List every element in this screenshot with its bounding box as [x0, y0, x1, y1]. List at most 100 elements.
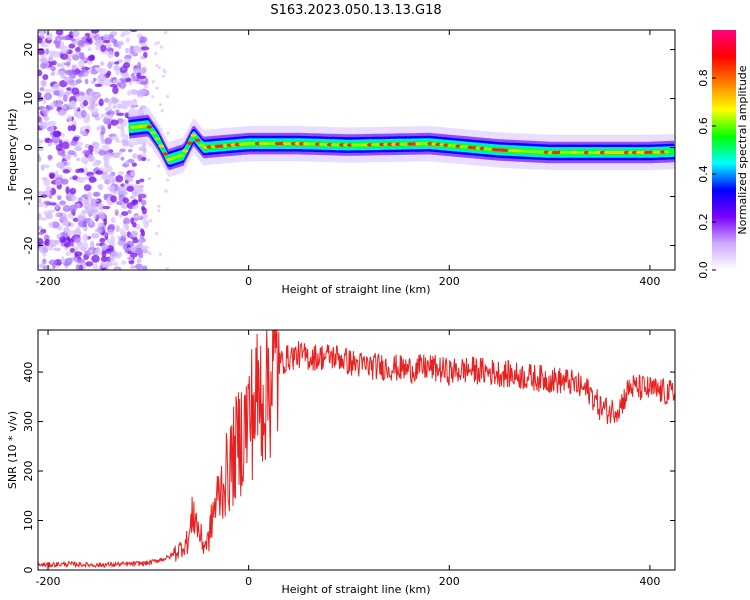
heatmap-cell — [120, 127, 125, 135]
heatmap-cell — [45, 185, 53, 192]
heatmap-cell — [163, 70, 167, 74]
heatmap-cell — [67, 213, 74, 219]
heatmap-cell — [120, 33, 126, 38]
heatmap-cell — [102, 40, 111, 44]
colorbar-gradient — [712, 30, 736, 270]
heatmap-cell — [90, 198, 96, 203]
heatmap-cell — [104, 137, 113, 145]
heatmap-cell — [105, 261, 113, 267]
heatmap-cell — [121, 260, 127, 265]
heatmap-cell — [54, 170, 59, 177]
heatmap-cell — [164, 189, 168, 193]
heatmap-cell — [166, 131, 170, 136]
heatmap-cell — [51, 60, 57, 66]
heatmap-cell — [95, 170, 104, 175]
heatmap-cell — [88, 249, 94, 254]
heatmap-cell — [133, 65, 139, 69]
heatmap-cell — [139, 193, 147, 199]
heatmap-cell — [116, 125, 125, 129]
heatmap-cell — [38, 138, 43, 144]
snr-y-ticks: 0 100 200 300 400 — [22, 362, 675, 574]
heatmap-cell — [55, 40, 61, 49]
heatmap-cell — [98, 98, 104, 107]
heatmap-cell — [155, 86, 159, 90]
heatmap-cell — [39, 30, 45, 37]
x-tick-label: 0 — [245, 575, 252, 588]
heatmap-cell — [157, 209, 161, 213]
y-tick-label: 0 — [22, 567, 35, 574]
heatmap-cell — [123, 119, 128, 127]
heatmap-cell — [43, 210, 48, 216]
x-tick-label: 400 — [639, 275, 660, 288]
heatmap-cell — [88, 219, 94, 226]
heatmap-cell — [102, 34, 110, 42]
heatmap-cell — [96, 67, 103, 73]
heatmap-cell — [106, 152, 113, 159]
heatmap-cell — [92, 191, 100, 197]
heatmap-cell — [67, 150, 76, 156]
heatmap-cell — [60, 255, 65, 264]
heatmap-cell — [76, 94, 84, 103]
heatmap-cell — [65, 186, 70, 194]
heatmap-cell — [107, 173, 114, 180]
heatmap-cell — [83, 100, 89, 107]
ridge-hotspot — [194, 138, 201, 142]
heatmap-cell — [138, 252, 144, 259]
figure-title: S163.2023.050.13.13.G18 — [270, 3, 441, 18]
heatmap-cell — [67, 125, 73, 132]
heatmap-cell — [66, 115, 73, 122]
heatmap-cell — [109, 83, 118, 88]
heatmap-cell — [76, 176, 86, 184]
heatmap-cell — [83, 167, 89, 175]
heatmap-cell — [107, 201, 113, 206]
heatmap-cell — [151, 80, 155, 84]
heatmap-cell — [59, 236, 66, 243]
heatmap-cell — [72, 235, 81, 243]
heatmap-cell — [57, 99, 63, 108]
heatmap-cell — [120, 201, 129, 209]
heatmap-cell — [81, 199, 89, 203]
heatmap-cell — [38, 111, 41, 117]
ridge-hotspot — [146, 125, 153, 129]
heatmap-cell — [59, 200, 66, 206]
heatmap-cell — [40, 57, 48, 64]
heatmap-cell — [42, 121, 51, 127]
heatmap-cell — [88, 98, 93, 106]
heatmap-cell — [101, 267, 107, 270]
heatmap-cell — [44, 88, 52, 94]
heatmap-cell — [71, 87, 80, 95]
heatmap-cell — [104, 115, 110, 120]
heatmap-cell — [132, 238, 139, 244]
heatmap-cell — [122, 197, 130, 204]
heatmap-cell — [164, 31, 168, 35]
heatmap-cell — [158, 103, 162, 107]
heatmap-cell — [107, 50, 114, 59]
heatmap-cell — [120, 100, 129, 105]
heatmap-cell — [55, 179, 62, 186]
heatmap-cell — [92, 77, 97, 82]
heatmap-cell — [125, 77, 132, 83]
heatmap-cell — [68, 230, 77, 235]
heatmap-cell — [77, 60, 85, 68]
x-tick-label: 200 — [439, 275, 460, 288]
snr-x-axis-label: Height of straight line (km) — [281, 583, 430, 596]
heatmap-cell — [90, 30, 100, 34]
heatmap-cell — [56, 233, 61, 240]
heatmap-cell — [38, 37, 43, 44]
ridge-hotspot — [178, 153, 185, 158]
heatmap-cell — [90, 69, 99, 75]
x-tick-label: -200 — [36, 575, 61, 588]
heatmap-cell — [136, 258, 142, 264]
colorbar-tick-label: 0.6 — [697, 117, 710, 135]
heatmap-cell — [75, 264, 80, 270]
heatmap-cell — [131, 230, 138, 238]
heatmap-cell — [140, 156, 147, 162]
y-tick-label: 200 — [22, 461, 35, 482]
heatmap-cell — [72, 106, 79, 111]
heatmap-cell — [141, 265, 148, 270]
heatmap-cell — [127, 90, 132, 96]
colorbar-tick-label: 0.8 — [697, 69, 710, 87]
heatmap-cell — [47, 209, 56, 214]
heatmap-cell — [97, 222, 104, 228]
heatmap-cell — [87, 55, 95, 62]
